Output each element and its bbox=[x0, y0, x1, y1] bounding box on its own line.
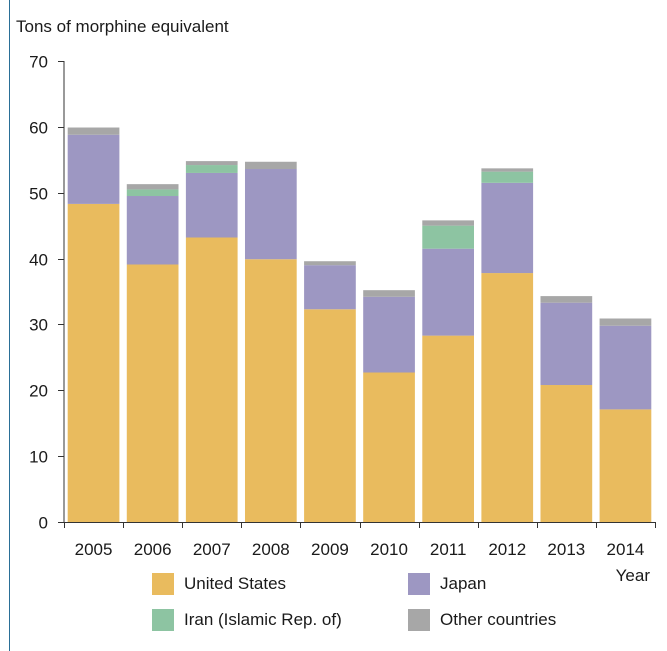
legend-label-japan: Japan bbox=[440, 574, 486, 594]
legend-label-iran: Iran (Islamic Rep. of) bbox=[184, 610, 342, 630]
bar-2014-series-3 bbox=[600, 319, 652, 326]
bar-2006-series-1 bbox=[127, 196, 179, 264]
bar-2009-series-3 bbox=[304, 261, 356, 265]
bar-2010-series-0 bbox=[363, 373, 415, 523]
bar-2011-series-0 bbox=[422, 336, 474, 522]
bar-2006-series-2 bbox=[127, 189, 179, 196]
x-tick-label-2006: 2006 bbox=[134, 540, 172, 559]
legend-label-other-countries: Other countries bbox=[440, 610, 556, 630]
y-tick-label-50: 50 bbox=[29, 185, 48, 204]
y-tick-label-30: 30 bbox=[29, 316, 48, 335]
legend-swatch-other-countries bbox=[408, 609, 430, 631]
bar-2008-series-3 bbox=[245, 162, 297, 169]
bar-2005-series-1 bbox=[68, 135, 120, 204]
x-tick-label-2009: 2009 bbox=[311, 540, 349, 559]
legend-label-united-states: United States bbox=[184, 574, 286, 594]
bar-2005-series-0 bbox=[68, 204, 120, 522]
bar-2007-series-3 bbox=[186, 161, 238, 165]
y-tick-label-60: 60 bbox=[29, 119, 48, 138]
x-axis-label: Year bbox=[616, 566, 651, 585]
bar-2005-series-3 bbox=[68, 128, 120, 135]
x-tick-label-2012: 2012 bbox=[488, 540, 526, 559]
bar-2014-series-0 bbox=[600, 409, 652, 522]
y-tick-label-10: 10 bbox=[29, 448, 48, 467]
x-tick-label-2010: 2010 bbox=[370, 540, 408, 559]
bar-2009-series-1 bbox=[304, 265, 356, 309]
bar-2013-series-3 bbox=[540, 296, 592, 303]
x-tick-label-2011: 2011 bbox=[430, 540, 467, 559]
bar-2006-series-3 bbox=[127, 184, 179, 189]
legend-item-japan: Japan bbox=[408, 573, 486, 595]
bar-2012-series-2 bbox=[481, 172, 533, 183]
x-tick-label-2008: 2008 bbox=[252, 540, 290, 559]
legend-swatch-japan bbox=[408, 573, 430, 595]
bar-2013-series-1 bbox=[540, 303, 592, 385]
bar-2011-series-2 bbox=[422, 226, 474, 249]
y-tick-label-70: 70 bbox=[29, 53, 48, 72]
bar-2008-series-0 bbox=[245, 259, 297, 522]
bar-2012-series-0 bbox=[481, 273, 533, 522]
legend-item-iran: Iran (Islamic Rep. of) bbox=[152, 609, 342, 631]
x-tick-label-2005: 2005 bbox=[75, 540, 113, 559]
bar-2010-series-1 bbox=[363, 297, 415, 373]
bar-2007-series-0 bbox=[186, 238, 238, 523]
legend-item-other-countries: Other countries bbox=[408, 609, 556, 631]
bar-2009-series-0 bbox=[304, 309, 356, 522]
bar-2007-series-1 bbox=[186, 173, 238, 238]
bar-2012-series-1 bbox=[481, 183, 533, 273]
legend-swatch-united-states bbox=[152, 573, 174, 595]
bar-2014-series-1 bbox=[600, 326, 652, 410]
bar-2008-series-1 bbox=[245, 169, 297, 259]
bar-2007-series-2 bbox=[186, 165, 238, 173]
x-tick-label-2007: 2007 bbox=[193, 540, 231, 559]
y-tick-label-0: 0 bbox=[39, 514, 48, 533]
bar-2010-series-3 bbox=[363, 290, 415, 297]
y-tick-label-40: 40 bbox=[29, 251, 48, 270]
legend-swatch-iran bbox=[152, 609, 174, 631]
y-tick-label-20: 20 bbox=[29, 382, 48, 401]
bar-2012-series-3 bbox=[481, 168, 533, 171]
legend-item-united-states: United States bbox=[152, 573, 286, 595]
bar-2006-series-0 bbox=[127, 265, 179, 523]
x-tick-label-2014: 2014 bbox=[607, 540, 645, 559]
bar-2011-series-1 bbox=[422, 249, 474, 336]
x-tick-label-2013: 2013 bbox=[547, 540, 585, 559]
bar-2011-series-3 bbox=[422, 220, 474, 225]
bar-2013-series-0 bbox=[540, 385, 592, 522]
